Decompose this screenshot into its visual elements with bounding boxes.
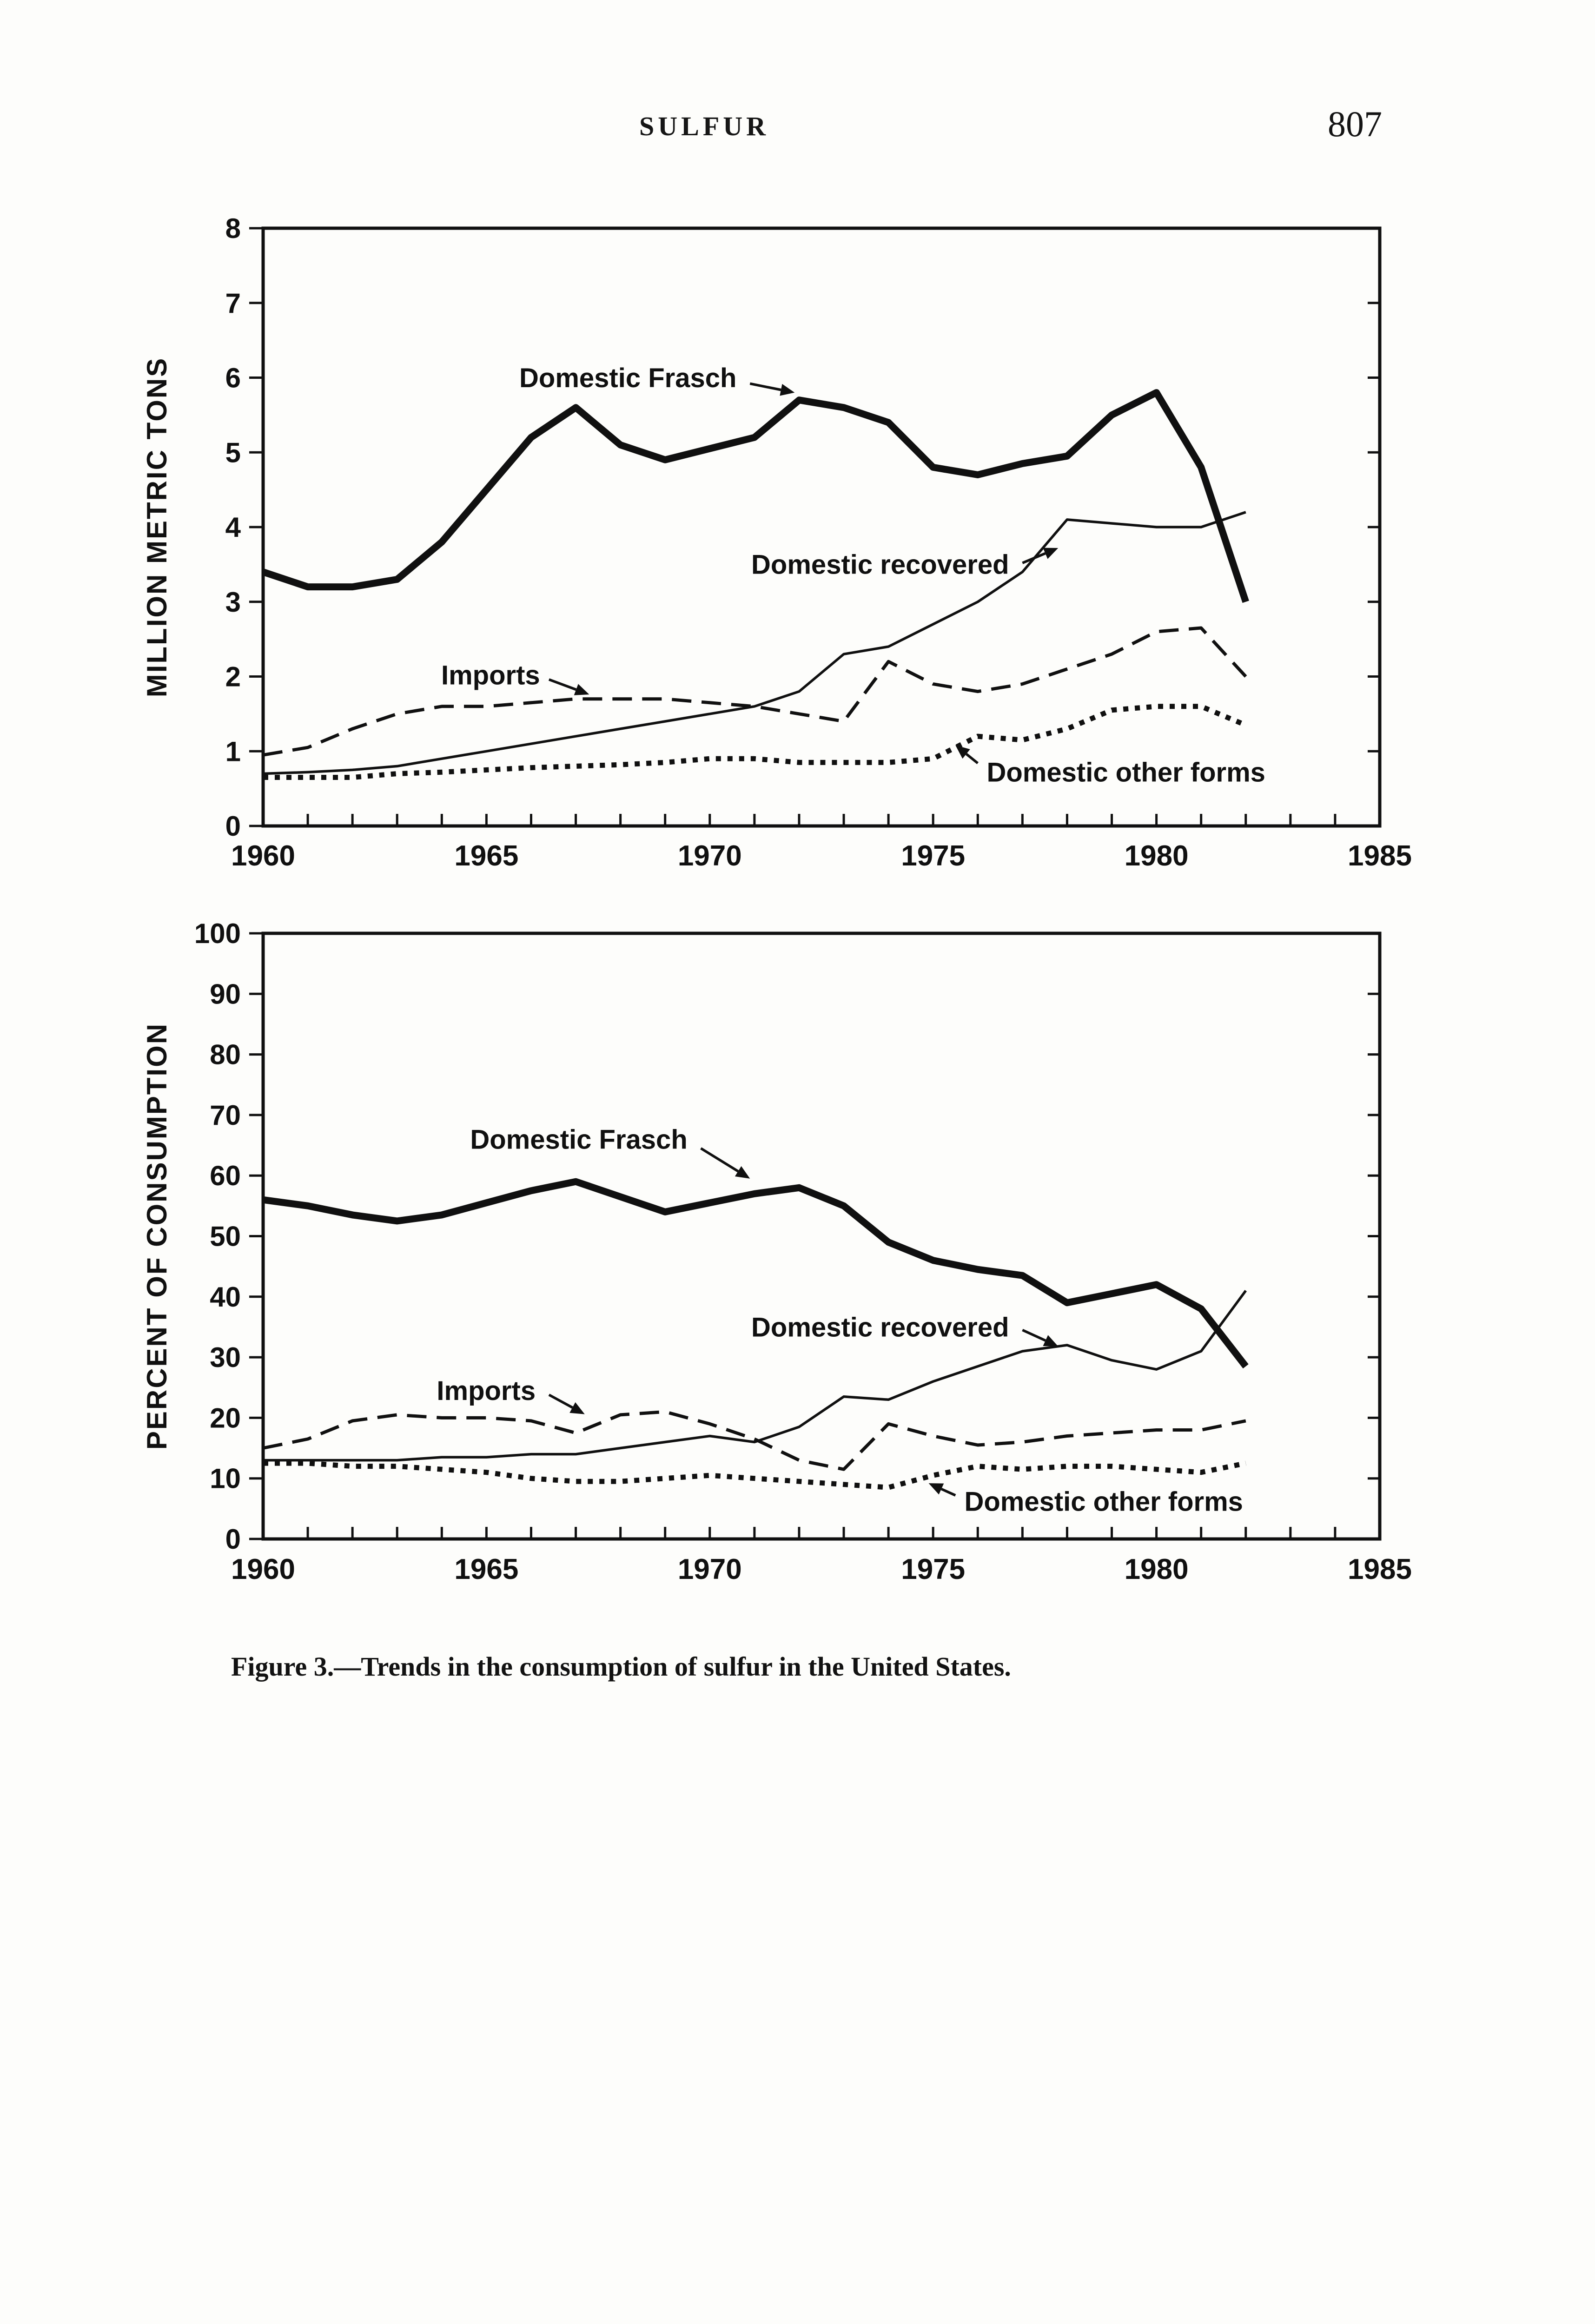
figure-caption: Figure 3.—Trends in the consumption of s…	[231, 1651, 1011, 1682]
series-imports	[263, 1410, 1246, 1471]
x-tick-label: 1975	[901, 840, 965, 872]
annotation-domestic-other-forms: Domestic other forms	[964, 1487, 1243, 1517]
page-number: 807	[1328, 104, 1382, 144]
x-tick-label: 1960	[231, 840, 295, 872]
y-tick-label: 70	[210, 1100, 241, 1131]
annotation-arrowhead	[780, 383, 795, 396]
annotation-imports: Imports	[437, 1376, 536, 1406]
page-header-title: SULFUR	[639, 111, 770, 141]
x-tick-label: 1975	[901, 1553, 965, 1585]
annotation-arrowhead	[1043, 1335, 1059, 1347]
y-tick-label: 50	[210, 1221, 241, 1252]
y-tick-label: 80	[210, 1039, 241, 1070]
annotation-arrow	[700, 1147, 739, 1173]
y-tick-label: 10	[210, 1463, 241, 1494]
annotation-arrow	[548, 1393, 573, 1409]
y-tick-label: 3	[225, 587, 241, 618]
annotation-domestic-frasch: Domestic Frasch	[470, 1124, 687, 1155]
annotation-arrow	[1022, 552, 1046, 564]
y-tick-label: 30	[210, 1342, 241, 1373]
y-tick-label: 90	[210, 978, 241, 1010]
series-domestic-recovered	[263, 511, 1246, 775]
chart-million-metric-tons: 0 1 2 3 4 5 6 7 8 1960 1965 1970 1975 1980 1985 MILLION…	[141, 213, 1412, 872]
x-tick-label: 1980	[1125, 840, 1189, 872]
series-domestic-frasch	[262, 389, 1249, 603]
chart-percent-of-consumption: 0 10 20 30 40 50 60 70 80 90 100 1960 1965 1970 1975 19…	[141, 918, 1412, 1585]
x-tick-label: 1985	[1348, 1553, 1412, 1585]
x-tick-label: 1960	[231, 1553, 295, 1585]
series-imports	[263, 626, 1247, 757]
annotation-arrowhead	[928, 1483, 944, 1495]
plot-frame	[261, 931, 1382, 1541]
y-tick-label: 1	[225, 736, 241, 767]
annotation-arrowhead	[1043, 548, 1059, 559]
y-tick-label: 5	[225, 437, 241, 468]
y-axis-label: MILLION METRIC TONS	[141, 357, 172, 698]
annotation-domestic-other-forms: Domestic other forms	[986, 758, 1265, 788]
annotation-arrowhead	[569, 1402, 585, 1414]
annotation-arrowhead	[574, 684, 589, 695]
y-tick-label: 0	[225, 811, 241, 842]
y-tick-label: 2	[225, 661, 241, 693]
y-tick-label: 4	[225, 512, 241, 543]
annotation-arrow	[749, 382, 781, 391]
series-domestic-recovered	[263, 1290, 1247, 1462]
x-tick-label: 1965	[454, 1553, 518, 1585]
x-tick-label: 1970	[678, 1553, 742, 1585]
y-axis-label: PERCENT OF CONSUMPTION	[141, 1023, 172, 1450]
annotation-arrow	[965, 753, 979, 765]
y-tick-label: 20	[210, 1402, 241, 1433]
y-tick-label: 40	[210, 1281, 241, 1313]
series-domestic-frasch	[262, 1178, 1249, 1369]
annotation-imports: Imports	[441, 660, 540, 691]
series-domestic-other-forms	[263, 1460, 1246, 1490]
y-tick-label: 60	[210, 1160, 241, 1191]
y-tick-label: 100	[194, 918, 241, 949]
x-tick-label: 1965	[454, 840, 518, 872]
annotation-arrow	[940, 1487, 956, 1497]
x-tick-label: 1985	[1348, 840, 1412, 872]
y-tick-label: 8	[225, 213, 241, 244]
x-tick-label: 1970	[678, 840, 742, 872]
y-tick-label: 0	[225, 1524, 241, 1555]
annotation-domestic-frasch: Domestic Frasch	[519, 363, 736, 393]
annotation-arrow	[1022, 1328, 1046, 1342]
series-domestic-other-forms	[263, 704, 1247, 780]
x-tick-label: 1980	[1125, 1553, 1189, 1585]
annotation-arrow	[548, 678, 577, 691]
annotation-arrowhead	[955, 745, 970, 759]
annotation-arrowhead	[735, 1166, 750, 1179]
plot-frame	[261, 226, 1382, 828]
annotation-domestic-recovered: Domestic recovered	[751, 1312, 1009, 1342]
y-tick-label: 7	[225, 288, 241, 319]
y-tick-label: 6	[225, 363, 241, 394]
annotation-domestic-recovered: Domestic recovered	[751, 550, 1009, 580]
